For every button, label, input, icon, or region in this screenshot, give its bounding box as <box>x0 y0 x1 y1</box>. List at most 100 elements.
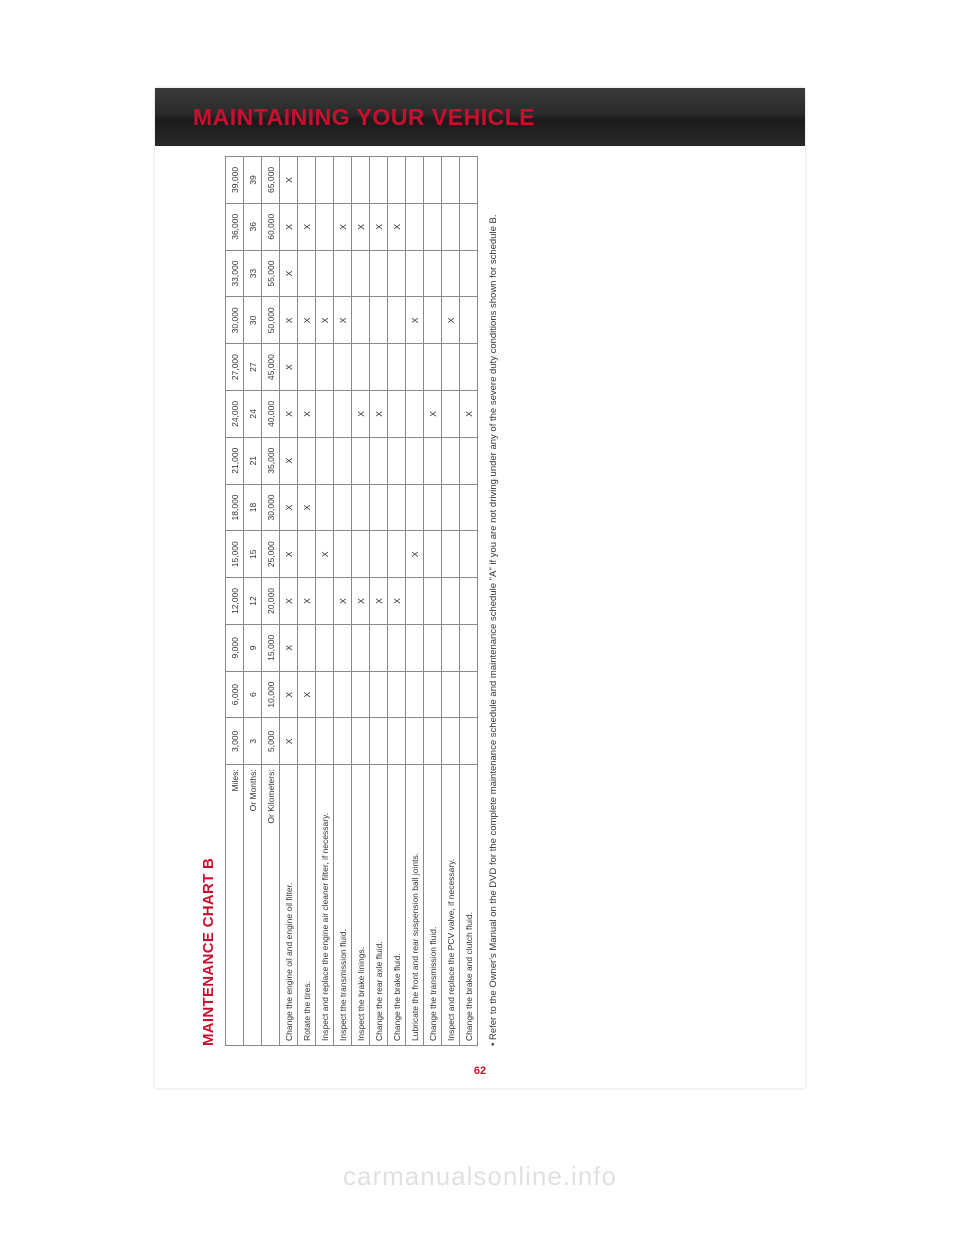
table-cell: 35,000 <box>262 437 280 484</box>
table-cell: 27 <box>244 344 262 391</box>
table-cell <box>424 671 442 718</box>
table-cell <box>352 157 370 204</box>
table-cell <box>388 718 406 765</box>
table-cell: X <box>370 203 388 250</box>
table-cell <box>334 250 352 297</box>
page-number: 62 <box>474 1065 486 1077</box>
table-cell: X <box>406 531 424 578</box>
table-cell <box>460 671 478 718</box>
table-cell: 9,000 <box>226 624 244 671</box>
content-area: MAINTENANCE CHART B Miles:3,0006,0009,00… <box>155 146 805 1088</box>
table-cell <box>406 437 424 484</box>
table-cell <box>388 624 406 671</box>
row-label: Miles: <box>226 765 244 1046</box>
table-cell <box>460 718 478 765</box>
table-cell <box>442 531 460 578</box>
table-cell <box>352 671 370 718</box>
table-cell <box>442 718 460 765</box>
table-cell <box>424 624 442 671</box>
table-cell <box>442 671 460 718</box>
table-cell <box>460 531 478 578</box>
table-cell: X <box>280 250 298 297</box>
table-cell <box>406 624 424 671</box>
table-cell <box>334 391 352 438</box>
table-cell: 6,000 <box>226 671 244 718</box>
table-cell: 3,000 <box>226 718 244 765</box>
table-cell <box>352 344 370 391</box>
table-cell: 39 <box>244 157 262 204</box>
table-cell <box>406 344 424 391</box>
footnote: • Refer to the Owner's Manual on the DVD… <box>488 156 501 1046</box>
table-cell: 65,000 <box>262 157 280 204</box>
table-cell: X <box>280 344 298 391</box>
table-cell <box>370 531 388 578</box>
table-cell <box>460 578 478 625</box>
table-cell <box>352 250 370 297</box>
table-cell: 50,000 <box>262 297 280 344</box>
table-cell <box>442 391 460 438</box>
table-cell <box>460 484 478 531</box>
table-cell <box>442 484 460 531</box>
table-cell <box>298 157 316 204</box>
table-cell <box>334 671 352 718</box>
row-label: Change the brake and clutch fluid. <box>460 765 478 1046</box>
table-cell <box>298 437 316 484</box>
table-cell <box>460 250 478 297</box>
table-cell: X <box>298 391 316 438</box>
table-cell <box>316 578 334 625</box>
table-cell <box>388 391 406 438</box>
table-cell <box>298 250 316 297</box>
table-cell <box>424 484 442 531</box>
table-cell <box>424 718 442 765</box>
table-cell <box>316 344 334 391</box>
table-cell: 36 <box>244 203 262 250</box>
table-cell <box>424 344 442 391</box>
table-cell <box>316 391 334 438</box>
table-cell <box>442 250 460 297</box>
table-cell <box>334 624 352 671</box>
table-cell: 3 <box>244 718 262 765</box>
table-cell <box>334 437 352 484</box>
table-cell: 12 <box>244 578 262 625</box>
table-cell: 21 <box>244 437 262 484</box>
table-cell <box>406 203 424 250</box>
table-cell: X <box>460 391 478 438</box>
table-cell: X <box>298 671 316 718</box>
row-label: Inspect the transmission fluid. <box>334 765 352 1046</box>
table-cell <box>424 203 442 250</box>
table-cell: X <box>388 578 406 625</box>
table-cell <box>370 624 388 671</box>
header-bar: MAINTAINING YOUR VEHICLE <box>155 88 805 146</box>
table-cell: X <box>280 203 298 250</box>
table-cell: X <box>370 391 388 438</box>
table-cell: X <box>334 578 352 625</box>
table-cell <box>334 344 352 391</box>
row-label: Change the engine oil and engine oil fil… <box>280 765 298 1046</box>
table-cell: X <box>280 391 298 438</box>
table-cell: X <box>280 718 298 765</box>
table-cell: 20,000 <box>262 578 280 625</box>
table-cell <box>370 157 388 204</box>
table-cell <box>424 531 442 578</box>
table-cell <box>442 157 460 204</box>
table-cell <box>388 671 406 718</box>
table-cell <box>298 624 316 671</box>
table-cell <box>334 718 352 765</box>
row-label: Lubricate the front and rear suspension … <box>406 765 424 1046</box>
table-cell: 25,000 <box>262 531 280 578</box>
table-cell <box>442 578 460 625</box>
table-cell: X <box>352 578 370 625</box>
table-cell <box>460 437 478 484</box>
rotated-content: MAINTENANCE CHART B Miles:3,0006,0009,00… <box>200 156 501 1046</box>
table-cell: X <box>370 578 388 625</box>
table-cell <box>460 203 478 250</box>
table-cell: 6 <box>244 671 262 718</box>
table-cell: 33,000 <box>226 250 244 297</box>
maintenance-table: Miles:3,0006,0009,00012,00015,00018,0002… <box>225 156 478 1046</box>
table-cell <box>352 531 370 578</box>
table-cell <box>316 484 334 531</box>
table-cell: X <box>406 297 424 344</box>
row-label: Or Months: <box>244 765 262 1046</box>
table-cell <box>352 624 370 671</box>
table-cell: X <box>280 297 298 344</box>
